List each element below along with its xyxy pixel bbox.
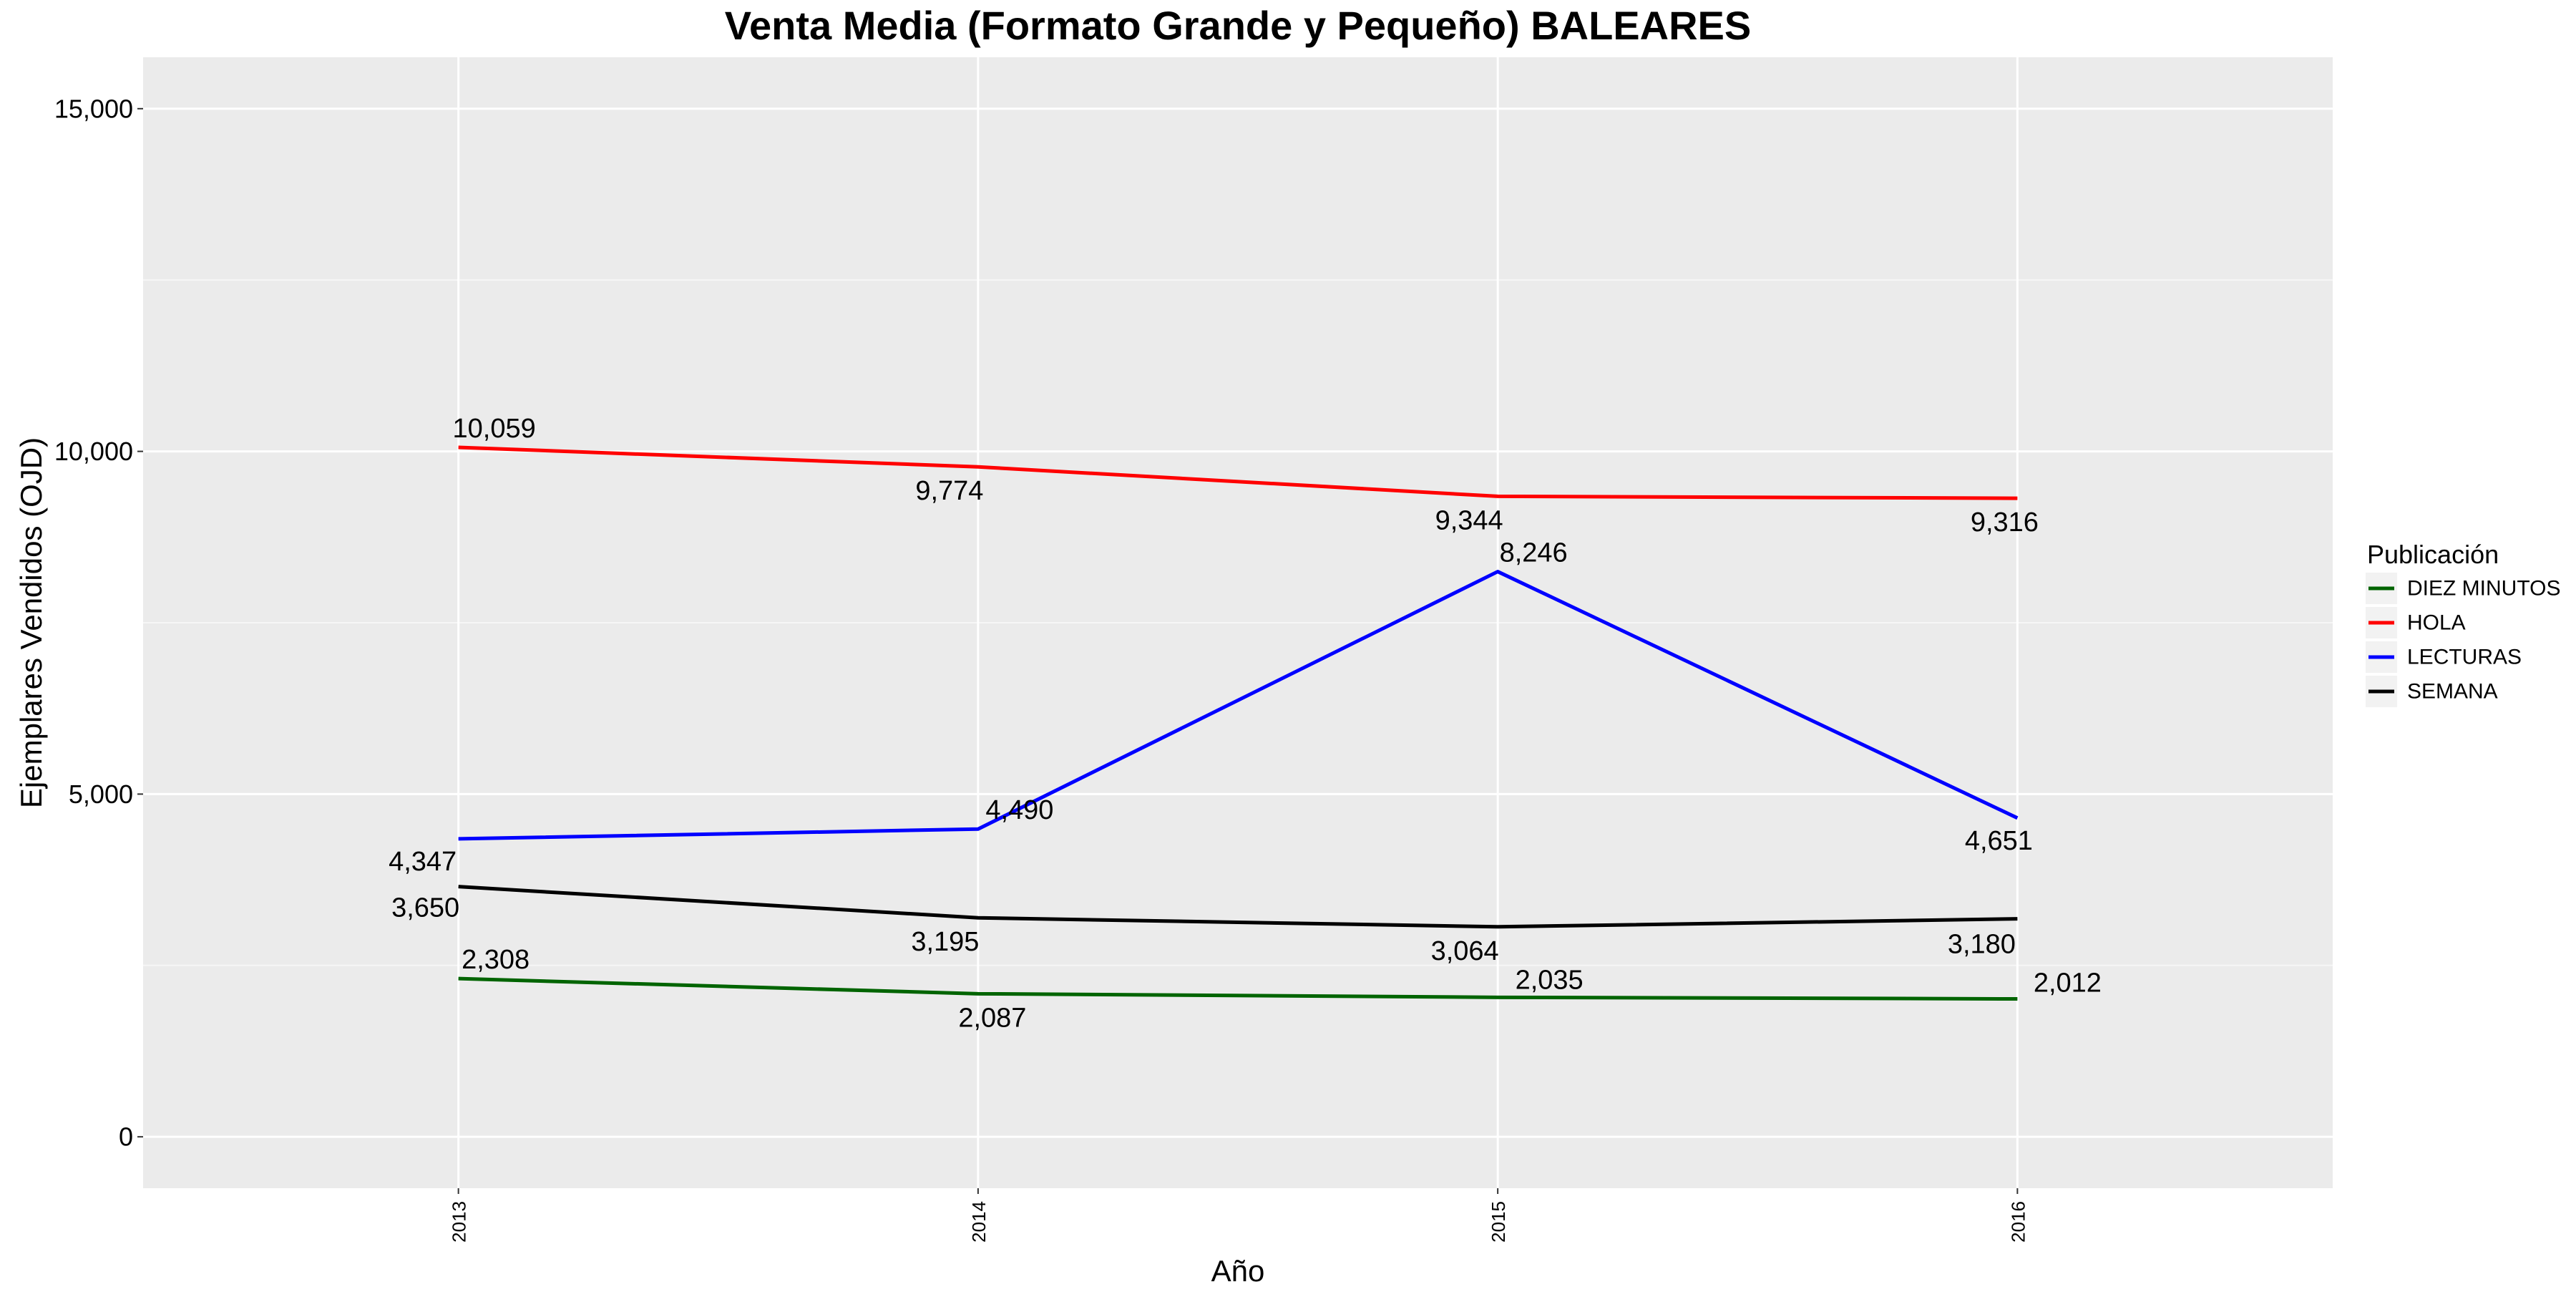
data-label: 3,180 — [1948, 930, 2016, 960]
x-tick-label: 2013 — [449, 1201, 470, 1243]
data-label: 3,650 — [391, 893, 459, 923]
x-tick-label: 2015 — [1488, 1201, 1509, 1243]
gridlines — [143, 57, 2333, 1188]
x-tick-label: 2016 — [2007, 1201, 2029, 1243]
legend-label: HOLA — [2407, 611, 2466, 635]
legend-label: DIEZ MINUTOS — [2407, 577, 2560, 601]
data-label: 3,064 — [1431, 936, 1499, 966]
data-label: 4,651 — [1965, 826, 2033, 856]
y-tick-label: 15,000 — [54, 94, 133, 123]
y-axis-label: Ejemplares Vendidos (OJD) — [14, 437, 48, 808]
legend-label: SEMANA — [2407, 680, 2498, 704]
y-tick-label: 0 — [119, 1122, 133, 1152]
data-label: 2,012 — [2034, 968, 2102, 999]
axes: 0 5,000 10,000 15,000 2013 2014 2015 2016 — [54, 94, 2029, 1243]
chart-title: Venta Media (Formato Grande y Pequeño) B… — [725, 3, 1751, 48]
series-line-hola — [458, 445, 2018, 500]
data-label: 4,490 — [985, 795, 1053, 825]
data-label: 2,308 — [462, 945, 530, 975]
y-tick-label: 10,000 — [54, 437, 133, 466]
series-line-semana — [458, 885, 2018, 929]
y-tick-label: 5,000 — [69, 779, 133, 809]
data-label: 3,195 — [911, 927, 979, 957]
data-label: 2,087 — [958, 1003, 1026, 1033]
data-label: 4,347 — [389, 847, 457, 877]
series-line-lecturas — [458, 570, 2019, 841]
legend: Publicación DIEZ MINUTOS HOLA LECTURAS SEMA… — [2366, 540, 2560, 707]
data-label: 9,774 — [915, 476, 983, 506]
data-label: 9,316 — [1971, 507, 2039, 538]
series-lines — [458, 445, 2019, 1001]
legend-title: Publicación — [2367, 540, 2499, 569]
data-label: 8,246 — [1500, 538, 1568, 568]
data-label: 9,344 — [1435, 505, 1503, 535]
data-label: 10,059 — [453, 414, 536, 444]
x-axis-label: Año — [1211, 1254, 1265, 1288]
data-labels: 2,308 2,087 2,035 2,012 10,059 9,774 9,344 9,31… — [389, 414, 2102, 1033]
series-line-diez-minutos — [458, 976, 2018, 1001]
data-label: 2,035 — [1516, 965, 1584, 995]
legend-label: LECTURAS — [2407, 646, 2522, 669]
x-tick-label: 2014 — [968, 1201, 990, 1243]
